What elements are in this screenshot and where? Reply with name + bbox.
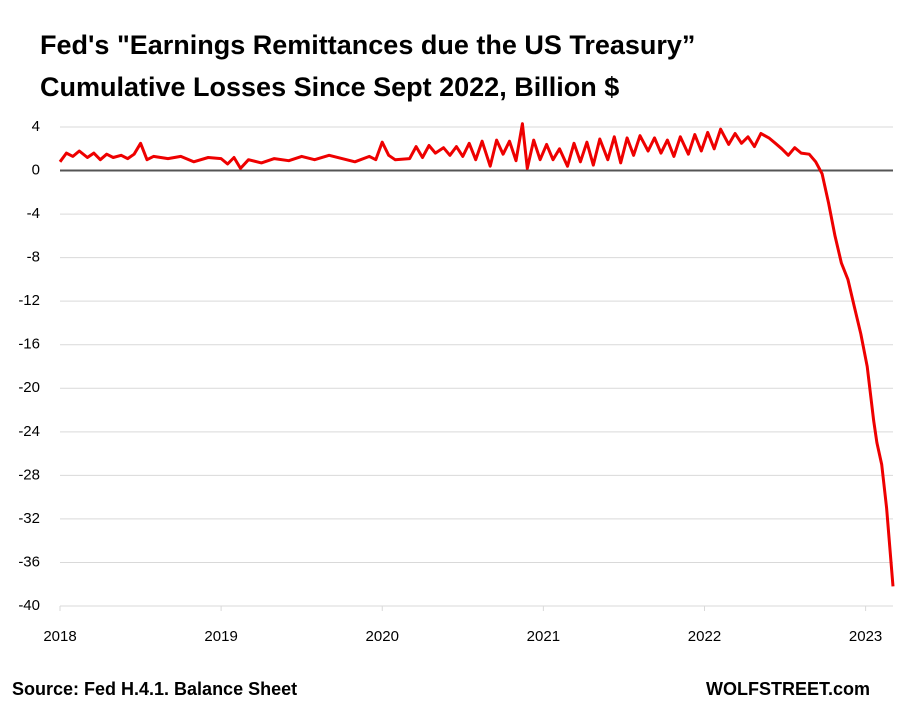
y-tick-label: -36 [18,553,40,570]
x-tick-label: 2019 [204,628,237,645]
x-tick-label: 2020 [366,628,399,645]
y-tick-label: -8 [27,249,40,266]
y-tick-label: -12 [18,292,40,309]
x-tick-label: 2018 [43,628,76,645]
chart-subtitle: Cumulative Losses Since Sept 2022, Billi… [40,72,619,102]
y-tick-label: -4 [27,205,40,222]
line [58,122,895,587]
y-tick-label: -32 [18,510,40,527]
y-tick-label: -40 [18,597,40,614]
y-tick-label: -16 [18,336,40,353]
x-tick-label: 2021 [527,628,560,645]
y-tick-label: -20 [18,379,40,396]
y-tick-label: 0 [32,162,40,179]
y-tick-label: 4 [32,118,40,135]
x-tick-label: 2022 [688,628,721,645]
x-tick-label: 2023 [849,628,882,645]
y-tick-label: -24 [18,423,40,440]
y-tick-label: -28 [18,466,40,483]
source: Source: Fed H.4.1. Balance Sheet [12,679,297,699]
chart-title: Fed's "Earnings Remittances due the US T… [40,30,695,60]
credit: WOLFSTREET.com [706,679,870,699]
